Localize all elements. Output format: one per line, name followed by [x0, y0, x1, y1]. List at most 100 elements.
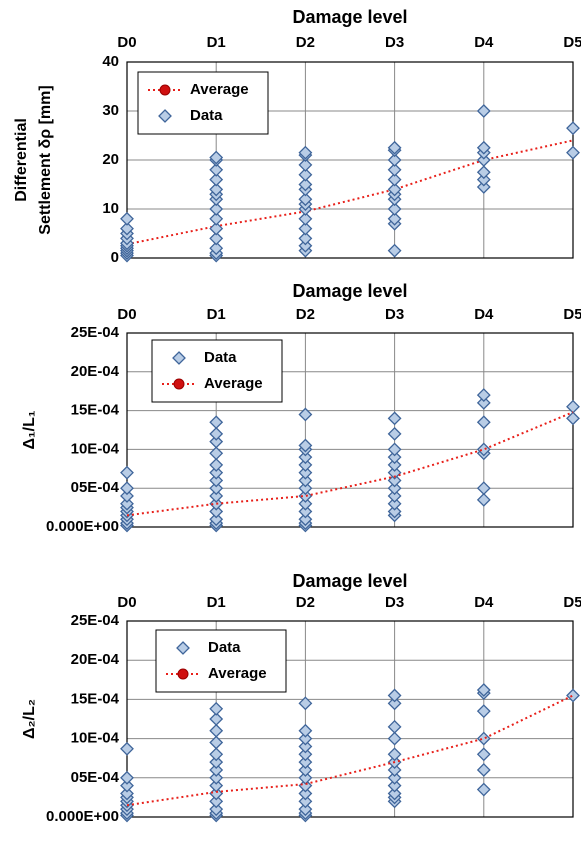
data-point: [209, 211, 224, 226]
y-tick-label: 05E-04: [71, 479, 120, 496]
data-point: [298, 747, 313, 762]
data-point: [120, 786, 134, 801]
data-point: [209, 162, 224, 177]
data-point: [387, 465, 402, 480]
data-point: [476, 395, 491, 410]
y-tick-label: 0: [111, 249, 119, 266]
x-tick-label: D0: [117, 34, 136, 51]
data-point: [476, 492, 491, 507]
data-point: [387, 731, 402, 746]
y-axis-label: Differential: [13, 118, 30, 202]
data-point: [387, 688, 402, 703]
data-point: [476, 104, 491, 118]
data-point: [298, 167, 313, 182]
data-point: [120, 496, 134, 511]
y-tick-label: 0.000E+00: [46, 518, 119, 535]
y-tick-label: 25E-04: [71, 612, 120, 629]
data-point: [298, 770, 313, 785]
legend-box: [151, 339, 283, 403]
data-point: [120, 778, 134, 793]
data-point: [298, 145, 313, 160]
legend-label: Average: [208, 665, 267, 682]
data-point: [298, 696, 313, 711]
data-point: [209, 481, 224, 496]
data-point: [209, 794, 224, 809]
data-point: [298, 192, 313, 207]
legend-marker: [177, 668, 189, 680]
average-line: [126, 411, 574, 517]
data-point: [566, 121, 580, 136]
data-point: [387, 172, 402, 187]
data-point: [209, 182, 224, 197]
data-point: [387, 770, 402, 785]
x-tick-label: D2: [296, 34, 315, 51]
data-point: [298, 450, 313, 465]
legend-marker: [159, 84, 171, 96]
y-tick-label: 40: [102, 53, 119, 70]
data-point: [298, 221, 313, 236]
y-tick-label: 25E-04: [71, 324, 120, 341]
data-point: [476, 180, 491, 194]
x-tick-label: D5: [563, 306, 581, 323]
data-point: [387, 763, 402, 777]
x-tick-label: D0: [117, 306, 136, 323]
data-point: [476, 442, 491, 457]
data-point: [476, 704, 491, 719]
data-point: [387, 202, 402, 216]
data-point: [387, 153, 402, 167]
y-tick-label: 20E-04: [71, 651, 120, 668]
data-point: [476, 683, 491, 697]
data-point: [387, 411, 402, 426]
legend-box: [155, 629, 287, 693]
x-tick-label: D1: [207, 34, 226, 51]
legend-label: Data: [204, 349, 237, 366]
data-point: [387, 162, 402, 177]
data-point: [387, 719, 402, 734]
data-point: [298, 755, 313, 770]
average-line: [126, 139, 574, 246]
data-point: [120, 741, 134, 756]
legend-label: Average: [190, 81, 249, 98]
legend-marker: [158, 109, 172, 123]
data-point: [387, 489, 402, 503]
chart-title: Damage level: [292, 7, 407, 27]
legend-marker: [173, 378, 185, 390]
data-point: [298, 739, 313, 754]
plot-border: [126, 332, 574, 528]
data-point: [298, 731, 313, 746]
y-tick-label: 30: [102, 102, 119, 119]
data-point: [209, 446, 224, 461]
data-point: [476, 388, 491, 402]
data-point: [387, 211, 402, 226]
data-point: [476, 481, 491, 496]
data-point: [298, 496, 313, 511]
data-point: [476, 153, 491, 167]
data-point: [566, 688, 580, 703]
data-point: [387, 442, 402, 457]
x-tick-label: D1: [207, 594, 226, 611]
data-point: [476, 165, 491, 180]
y-axis-label: Settlement δρ [mm]: [37, 85, 54, 234]
data-point: [209, 434, 224, 449]
data-point: [120, 465, 134, 480]
y-tick-label: 10: [102, 200, 119, 217]
legend: Average Data: [137, 71, 269, 135]
data-point: [298, 465, 313, 480]
data-point: [387, 786, 402, 801]
data-point: [209, 415, 224, 430]
data-point: [209, 221, 224, 236]
y-axis-label: Δ₁/L₁: [21, 410, 38, 449]
data-point: [298, 763, 313, 777]
data-point: [387, 182, 402, 197]
data-point: [298, 238, 313, 253]
x-tick-label: D4: [474, 306, 494, 323]
data-point: [387, 504, 402, 519]
x-tick-label: D3: [385, 306, 404, 323]
data-point: [209, 504, 224, 519]
data-point: [209, 496, 224, 511]
data-point: [209, 802, 224, 817]
y-tick-label: 15E-04: [71, 402, 120, 419]
plot-border: [126, 620, 574, 818]
x-tick-label: D3: [385, 34, 404, 51]
